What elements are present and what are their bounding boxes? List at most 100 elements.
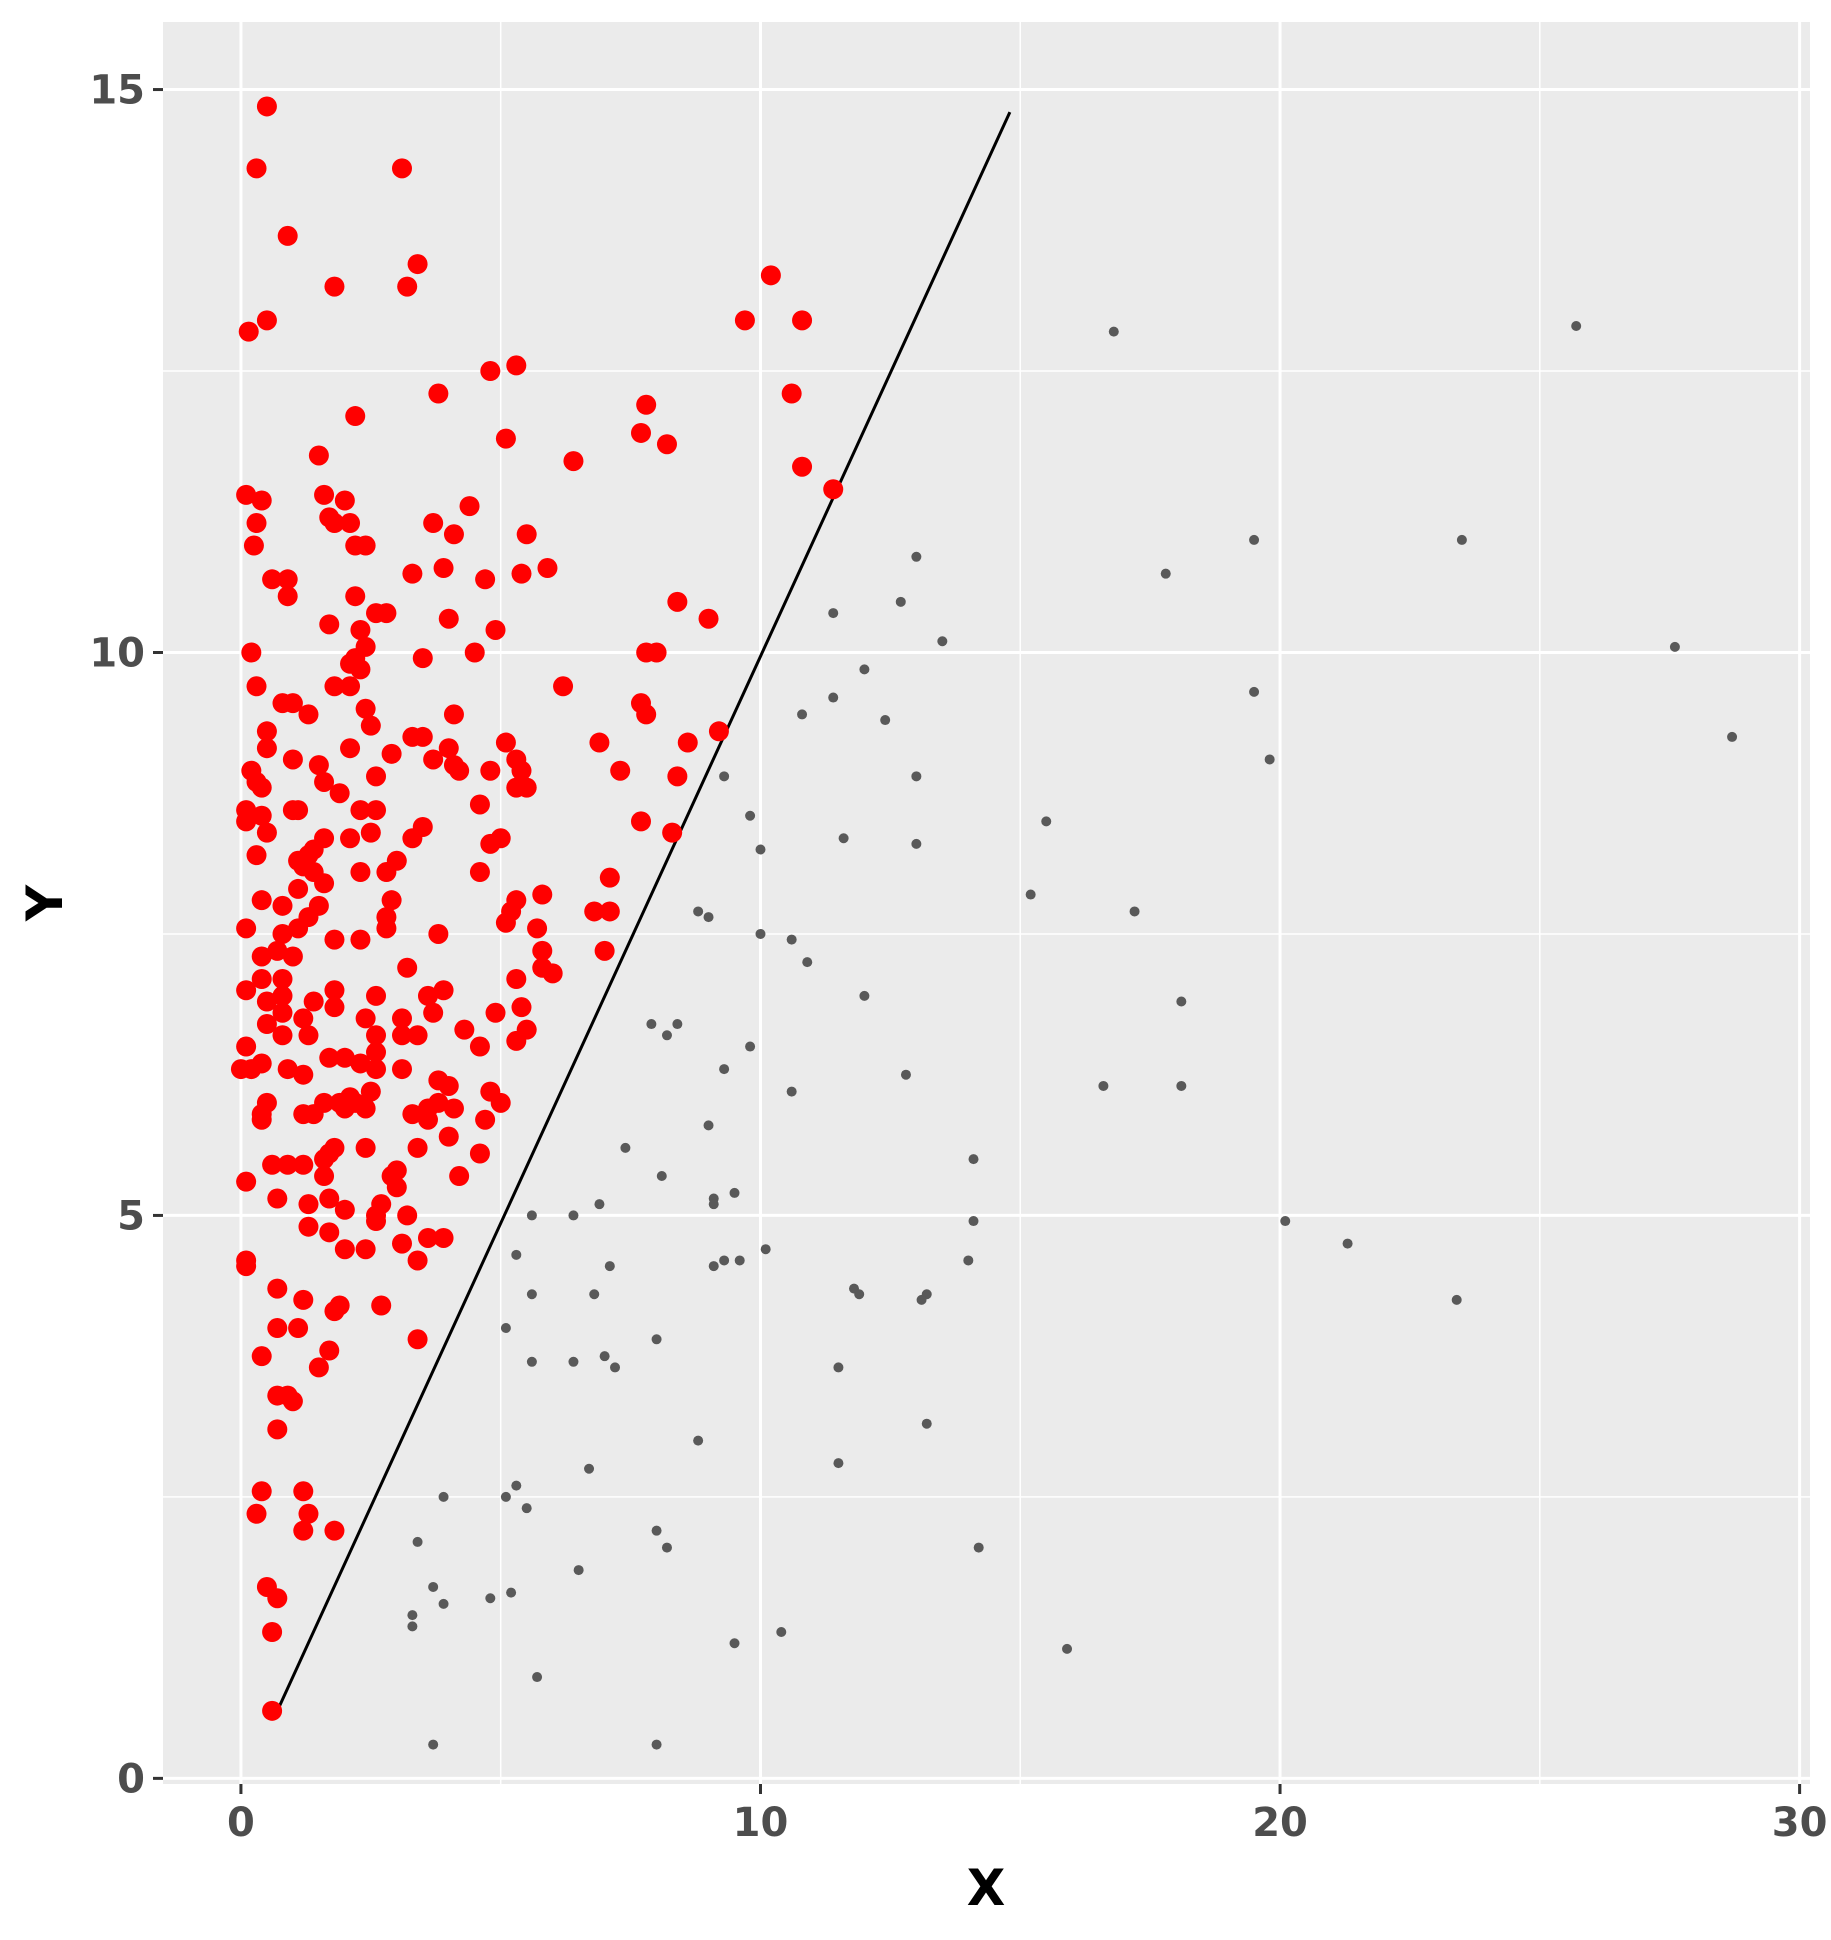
selected-point	[334, 490, 355, 511]
selected-point	[345, 406, 366, 427]
selected-point	[329, 783, 350, 804]
other-point	[485, 1593, 496, 1604]
selected-point	[277, 1059, 298, 1080]
selected-point	[267, 1318, 288, 1339]
other-point	[672, 1019, 683, 1030]
selected-point	[423, 513, 444, 534]
selected-point	[443, 524, 464, 545]
selected-point	[355, 1008, 376, 1029]
other-point	[921, 1418, 932, 1429]
selected-point	[366, 985, 387, 1006]
selected-point	[329, 1092, 350, 1113]
selected-point	[277, 569, 298, 590]
selected-point	[480, 833, 501, 854]
selected-point	[267, 1419, 288, 1440]
other-point	[428, 1581, 439, 1592]
selected-point	[308, 755, 329, 776]
other-point	[1062, 1643, 1073, 1654]
selected-point	[238, 321, 259, 342]
other-point	[911, 838, 922, 849]
selected-point	[298, 1216, 319, 1237]
selected-point	[417, 1227, 438, 1248]
selected-point	[350, 800, 371, 821]
selected-point	[391, 1233, 412, 1254]
other-point	[895, 596, 906, 607]
selected-point	[293, 1104, 314, 1125]
selected-point	[267, 1278, 288, 1299]
other-point	[1108, 326, 1119, 337]
other-point	[610, 1362, 621, 1373]
selected-point	[381, 743, 402, 764]
selected-point	[397, 276, 418, 297]
selected-point	[677, 732, 698, 753]
selected-point	[251, 968, 272, 989]
other-point	[428, 1739, 439, 1750]
other-point	[594, 1199, 605, 1210]
other-point	[526, 1356, 537, 1367]
other-point	[859, 990, 870, 1001]
selected-point	[402, 563, 423, 584]
selected-point	[267, 1588, 288, 1609]
other-point	[1160, 568, 1171, 579]
other-point	[604, 1261, 615, 1272]
y-tick-label: 10	[89, 630, 145, 676]
other-point	[745, 810, 756, 821]
other-point	[1098, 1080, 1109, 1091]
selected-point	[407, 1329, 428, 1350]
selected-point	[485, 619, 506, 640]
other-point	[963, 1255, 974, 1266]
other-point	[1176, 1080, 1187, 1091]
selected-point	[433, 558, 454, 579]
other-point	[526, 1210, 537, 1221]
selected-point	[293, 1064, 314, 1085]
selected-point	[277, 225, 298, 246]
grid-minor	[163, 22, 1810, 1784]
other-point	[968, 1154, 979, 1165]
selected-point	[594, 940, 615, 961]
y-tick-label: 0	[117, 1756, 145, 1802]
selected-point	[760, 265, 781, 286]
selected-point	[391, 158, 412, 179]
y-axis-title: Y	[16, 884, 74, 922]
selected-point	[537, 558, 558, 579]
other-point	[568, 1356, 579, 1367]
selected-point	[454, 1019, 475, 1040]
selected-point	[308, 1357, 329, 1378]
selected-point	[417, 1109, 438, 1130]
selected-point	[267, 1385, 288, 1406]
other-point	[734, 1255, 745, 1266]
other-point	[755, 844, 766, 855]
selected-point	[412, 817, 433, 838]
selected-point	[282, 1391, 303, 1412]
other-point	[776, 1627, 787, 1638]
selected-point	[407, 1250, 428, 1271]
other-point	[407, 1610, 418, 1621]
selected-point	[303, 839, 324, 860]
selected-point	[340, 653, 361, 674]
other-point	[1727, 731, 1738, 742]
selected-point	[366, 766, 387, 787]
selected-point	[475, 1109, 496, 1130]
selected-point	[417, 985, 438, 1006]
selected-point	[366, 800, 387, 821]
selected-point	[823, 479, 844, 500]
selected-point	[262, 1622, 283, 1643]
selected-point	[251, 490, 272, 511]
selected-point	[345, 586, 366, 607]
trend-line	[275, 111, 1012, 1712]
selected-point	[293, 1481, 314, 1502]
selected-point	[350, 929, 371, 950]
selected-point	[366, 1025, 387, 1046]
selected-point	[428, 383, 449, 404]
other-point	[1342, 1238, 1353, 1249]
selected-point	[402, 1104, 423, 1125]
selected-point	[256, 822, 277, 843]
selected-point	[469, 1036, 490, 1057]
selected-point	[511, 760, 532, 781]
selected-point	[293, 1154, 314, 1175]
selected-point	[314, 771, 335, 792]
selected-point	[667, 591, 688, 612]
other-point	[937, 636, 948, 647]
selected-point	[391, 1025, 412, 1046]
selected-point	[236, 980, 257, 1001]
